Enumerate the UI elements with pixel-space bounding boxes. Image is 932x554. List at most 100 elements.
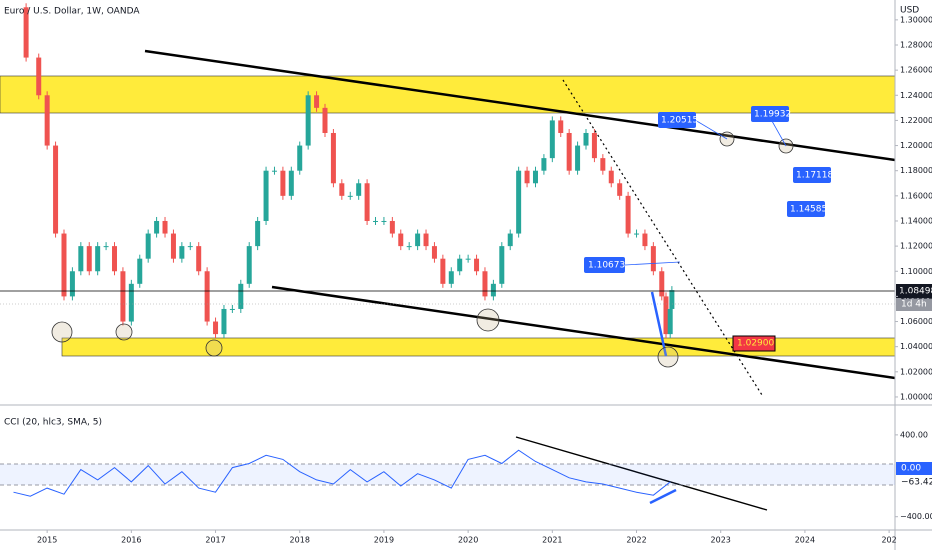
candle [170,233,176,259]
candle [297,145,303,171]
y-tick-label: 1.10000 [900,267,932,276]
x-tick-label: 2023 [711,536,731,545]
annotation-box [658,112,696,128]
chart-title: Euro / U.S. Dollar, 1W, OANDA [4,7,140,17]
y-tick-label: 1.08000 [900,292,932,301]
candle [642,233,648,247]
annotation: 1.02900 [737,339,774,349]
annotation-box [751,106,789,122]
y-tick-label: 1.24000 [900,91,932,100]
x-tick-label: 2024 [795,536,815,545]
candle [499,246,505,284]
candle [255,220,261,247]
candle [474,258,480,272]
zero-box [896,462,932,475]
candle [246,246,252,284]
candle [364,183,370,221]
candle [558,120,564,133]
x-tick-label: 2021 [542,536,562,545]
annotation-box [793,167,831,183]
candle [389,220,395,234]
annotation-box [787,201,825,217]
candle [154,220,160,234]
candle [330,132,336,184]
annotation-box [732,335,776,352]
countdown-box [896,298,932,311]
candle [36,57,42,96]
cci-line [13,449,671,497]
candle [288,170,294,196]
candle [516,170,522,234]
candle [507,233,513,247]
trendline [144,49,896,162]
candle [524,170,530,184]
candle [659,271,665,297]
candle [78,246,84,272]
candle [221,308,227,335]
callout-lines [624,119,787,266]
x-tick-label: 2019 [374,536,394,545]
candle [465,258,471,260]
x-tick-label: 2017 [205,536,225,545]
candle [179,246,185,259]
candle [440,258,446,284]
currency: USD [900,6,919,16]
y-tick-label: 1.30000 [900,15,932,24]
y-tick-label: 1.02000 [900,367,932,376]
candle [204,271,210,322]
candle [44,95,50,146]
candle [187,246,193,248]
candle [373,220,379,222]
last-cci-label: −63.42 [901,478,932,488]
candle [53,145,59,234]
candle [112,246,118,272]
candle [634,233,640,235]
x-tick-label: 2018 [290,536,310,545]
candle [583,132,589,146]
candle [549,120,555,159]
price-box [896,284,932,298]
candle [95,246,101,272]
candle [482,271,488,297]
candle [541,158,547,171]
candle [490,283,496,297]
y-tick-label: 1.26000 [900,66,932,75]
y-tick-label: 1.16000 [900,191,932,200]
annotation-box [584,257,625,273]
annotation: 1.10673 [588,261,625,271]
y-tick-label: 1.00000 [900,392,932,401]
candle [625,195,631,234]
candle [128,283,134,322]
dotted-trendline [562,79,763,396]
candle [213,321,219,335]
candle [238,283,244,309]
y-tick-label: 1.28000 [900,41,932,50]
countdown: 1d 4h [901,300,927,310]
candle [263,170,269,221]
x-tick-label: 2015 [37,536,57,545]
annotation: 1.17118 [796,171,833,181]
candle [457,258,463,272]
x-tick-label: 2022 [626,536,646,545]
candle [431,246,437,259]
y-tick-label: 1.06000 [900,317,932,326]
candle [608,170,614,184]
candle [137,258,143,284]
x-tick-label: 2020 [458,536,478,545]
y-tick-label: 1.14000 [900,216,932,225]
candle [23,7,29,58]
candle [415,233,421,247]
y-tick-label: 1.20000 [900,141,932,150]
candle [398,233,404,247]
cci-tick-label: −400.00 [900,512,932,521]
candle [566,132,572,171]
cci-band [0,464,895,485]
candle [591,132,597,159]
candle [575,145,581,171]
candle [600,158,606,171]
candle [339,183,345,196]
candle [229,308,235,310]
y-tick-label: 1.12000 [900,242,932,251]
candle [103,246,109,248]
